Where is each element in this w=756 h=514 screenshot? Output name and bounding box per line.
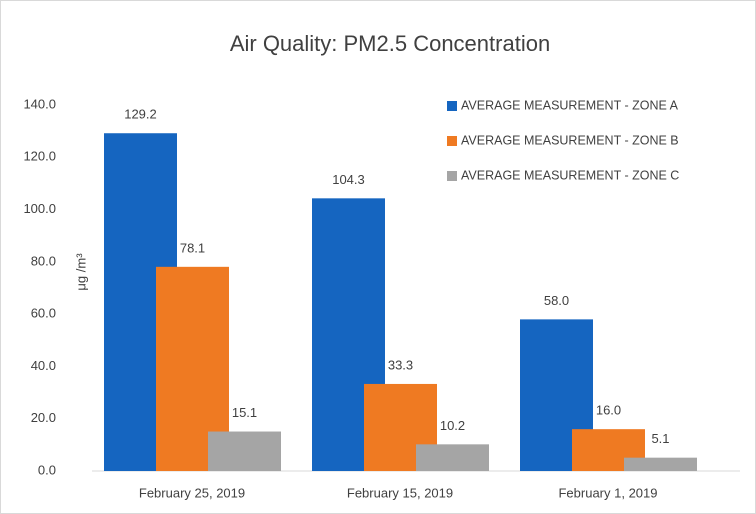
bar [624,457,697,471]
data-label: 5.1 [651,431,669,446]
data-label: 10.2 [440,418,465,433]
legend-label: AVERAGE MEASUREMENT - ZONE C [461,168,679,182]
y-tick-label: 20.0 [31,410,56,425]
x-tick-label: February 1, 2019 [558,485,657,500]
chart-title: Air Quality: PM2.5 Concentration [230,31,550,56]
y-tick-label: 40.0 [31,358,56,373]
x-tick-label: February 25, 2019 [139,485,245,500]
data-label: 58.0 [544,293,569,308]
x-tick-label: February 15, 2019 [347,485,453,500]
data-label: 33.3 [388,357,413,372]
y-axis-label: μg /m³ [73,253,88,291]
data-label: 129.2 [124,107,157,122]
bar [208,431,281,471]
bar [416,444,489,471]
y-tick-label: 100.0 [23,201,56,216]
legend-label: AVERAGE MEASUREMENT - ZONE A [461,98,679,112]
y-tick-label: 0.0 [38,462,56,477]
data-label: 15.1 [232,405,257,420]
y-tick-label: 120.0 [23,149,56,164]
y-tick-label: 140.0 [23,96,56,111]
legend-swatch [447,101,457,111]
data-label: 78.1 [180,240,205,255]
legend-swatch [447,136,457,146]
y-tick-label: 60.0 [31,306,56,321]
data-label: 16.0 [596,403,621,418]
y-tick-label: 80.0 [31,253,56,268]
legend-label: AVERAGE MEASUREMENT - ZONE B [461,133,679,147]
data-label: 104.3 [332,172,365,187]
legend-swatch [447,171,457,181]
